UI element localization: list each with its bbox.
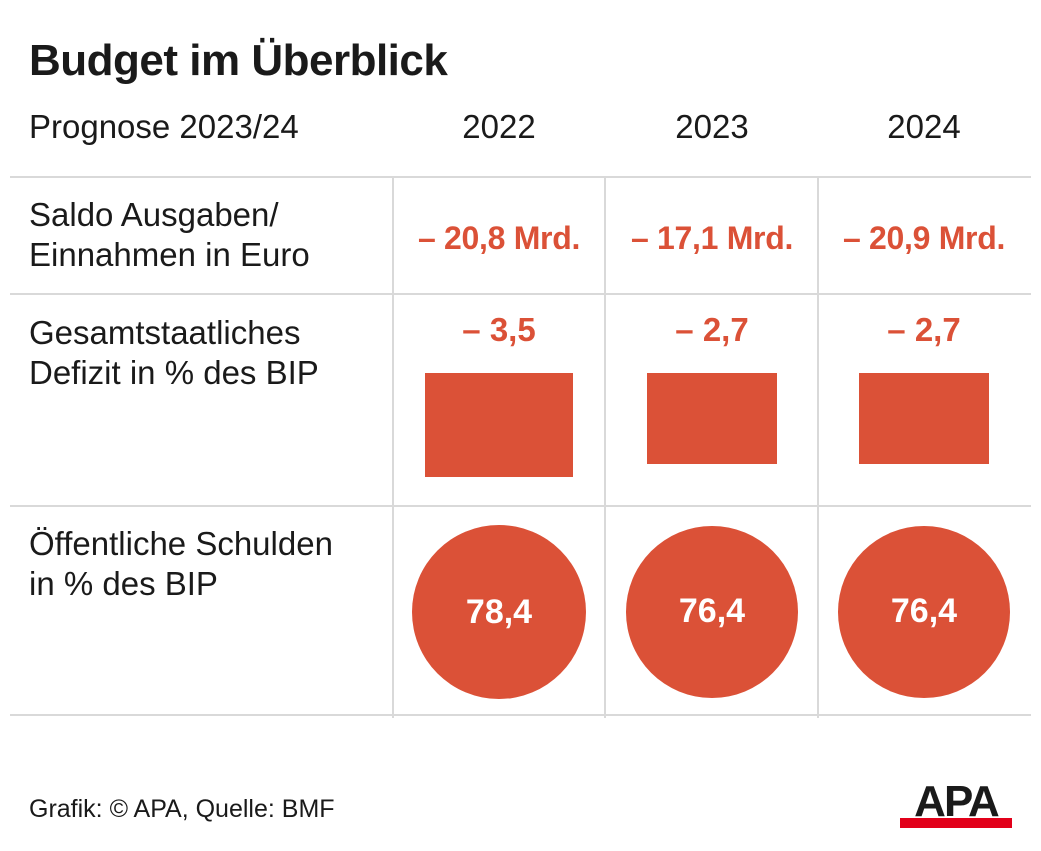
- source-note: Grafik: © APA, Quelle: BMF: [29, 795, 335, 823]
- defizit-bar-2024: [859, 373, 989, 465]
- saldo-value-2022: – 20,8 Mrd.: [417, 220, 581, 256]
- grid-column-divider-1: [392, 176, 394, 718]
- row-label-schulden-line-2: in % des BIP: [29, 565, 218, 602]
- year-header-2023: 2023: [675, 108, 749, 145]
- grid-line-top: [10, 176, 1031, 178]
- schulden-value-2022: 78,4: [465, 592, 533, 631]
- grid-line-row1: [10, 293, 1031, 295]
- row-label-saldo: Saldo Ausgaben/ Einnahmen in Euro: [29, 195, 310, 275]
- schulden-circle-2023: 76,4: [626, 526, 798, 698]
- year-header-2024: 2024: [887, 108, 961, 145]
- schulden-value-2024: 76,4: [890, 592, 958, 631]
- schulden-circle-2024: 76,4: [838, 526, 1010, 698]
- saldo-value-2024: – 20,9 Mrd.: [842, 220, 1006, 256]
- defizit-value-label-2023: – 2,7: [675, 311, 749, 348]
- chart-title: Budget im Überblick: [29, 36, 448, 85]
- apa-logo-bar: [900, 818, 1012, 828]
- defizit-bar-2022: [425, 373, 573, 477]
- schulden-value-2023: 76,4: [678, 592, 746, 631]
- defizit-value-label-2022: – 3,5: [462, 311, 536, 348]
- defizit-bar-2023: [647, 373, 777, 465]
- grid-column-divider-2: [604, 176, 606, 718]
- defizit-value-label-2024: – 2,7: [887, 311, 961, 348]
- row-label-defizit-line-1: Gesamtstaatliches: [29, 314, 301, 351]
- grid-line-bottom: [10, 714, 1031, 716]
- grid-column-divider-3: [817, 176, 819, 718]
- schulden-circle-2022: 78,4: [412, 525, 586, 699]
- row-label-schulden-line-1: Öffentliche Schulden: [29, 525, 333, 562]
- row-label-defizit: Gesamtstaatliches Defizit in % des BIP: [29, 313, 319, 393]
- row-label-saldo-line-2: Einnahmen in Euro: [29, 236, 310, 273]
- row-label-defizit-line-2: Defizit in % des BIP: [29, 354, 319, 391]
- chart-subtitle: Prognose 2023/24: [29, 108, 299, 145]
- row-label-saldo-line-1: Saldo Ausgaben/: [29, 196, 279, 233]
- grid-line-row2: [10, 505, 1031, 507]
- saldo-value-2023: – 17,1 Mrd.: [630, 220, 794, 256]
- apa-logo: APA: [900, 780, 1012, 828]
- row-label-schulden: Öffentliche Schulden in % des BIP: [29, 524, 333, 604]
- year-header-2022: 2022: [462, 108, 536, 145]
